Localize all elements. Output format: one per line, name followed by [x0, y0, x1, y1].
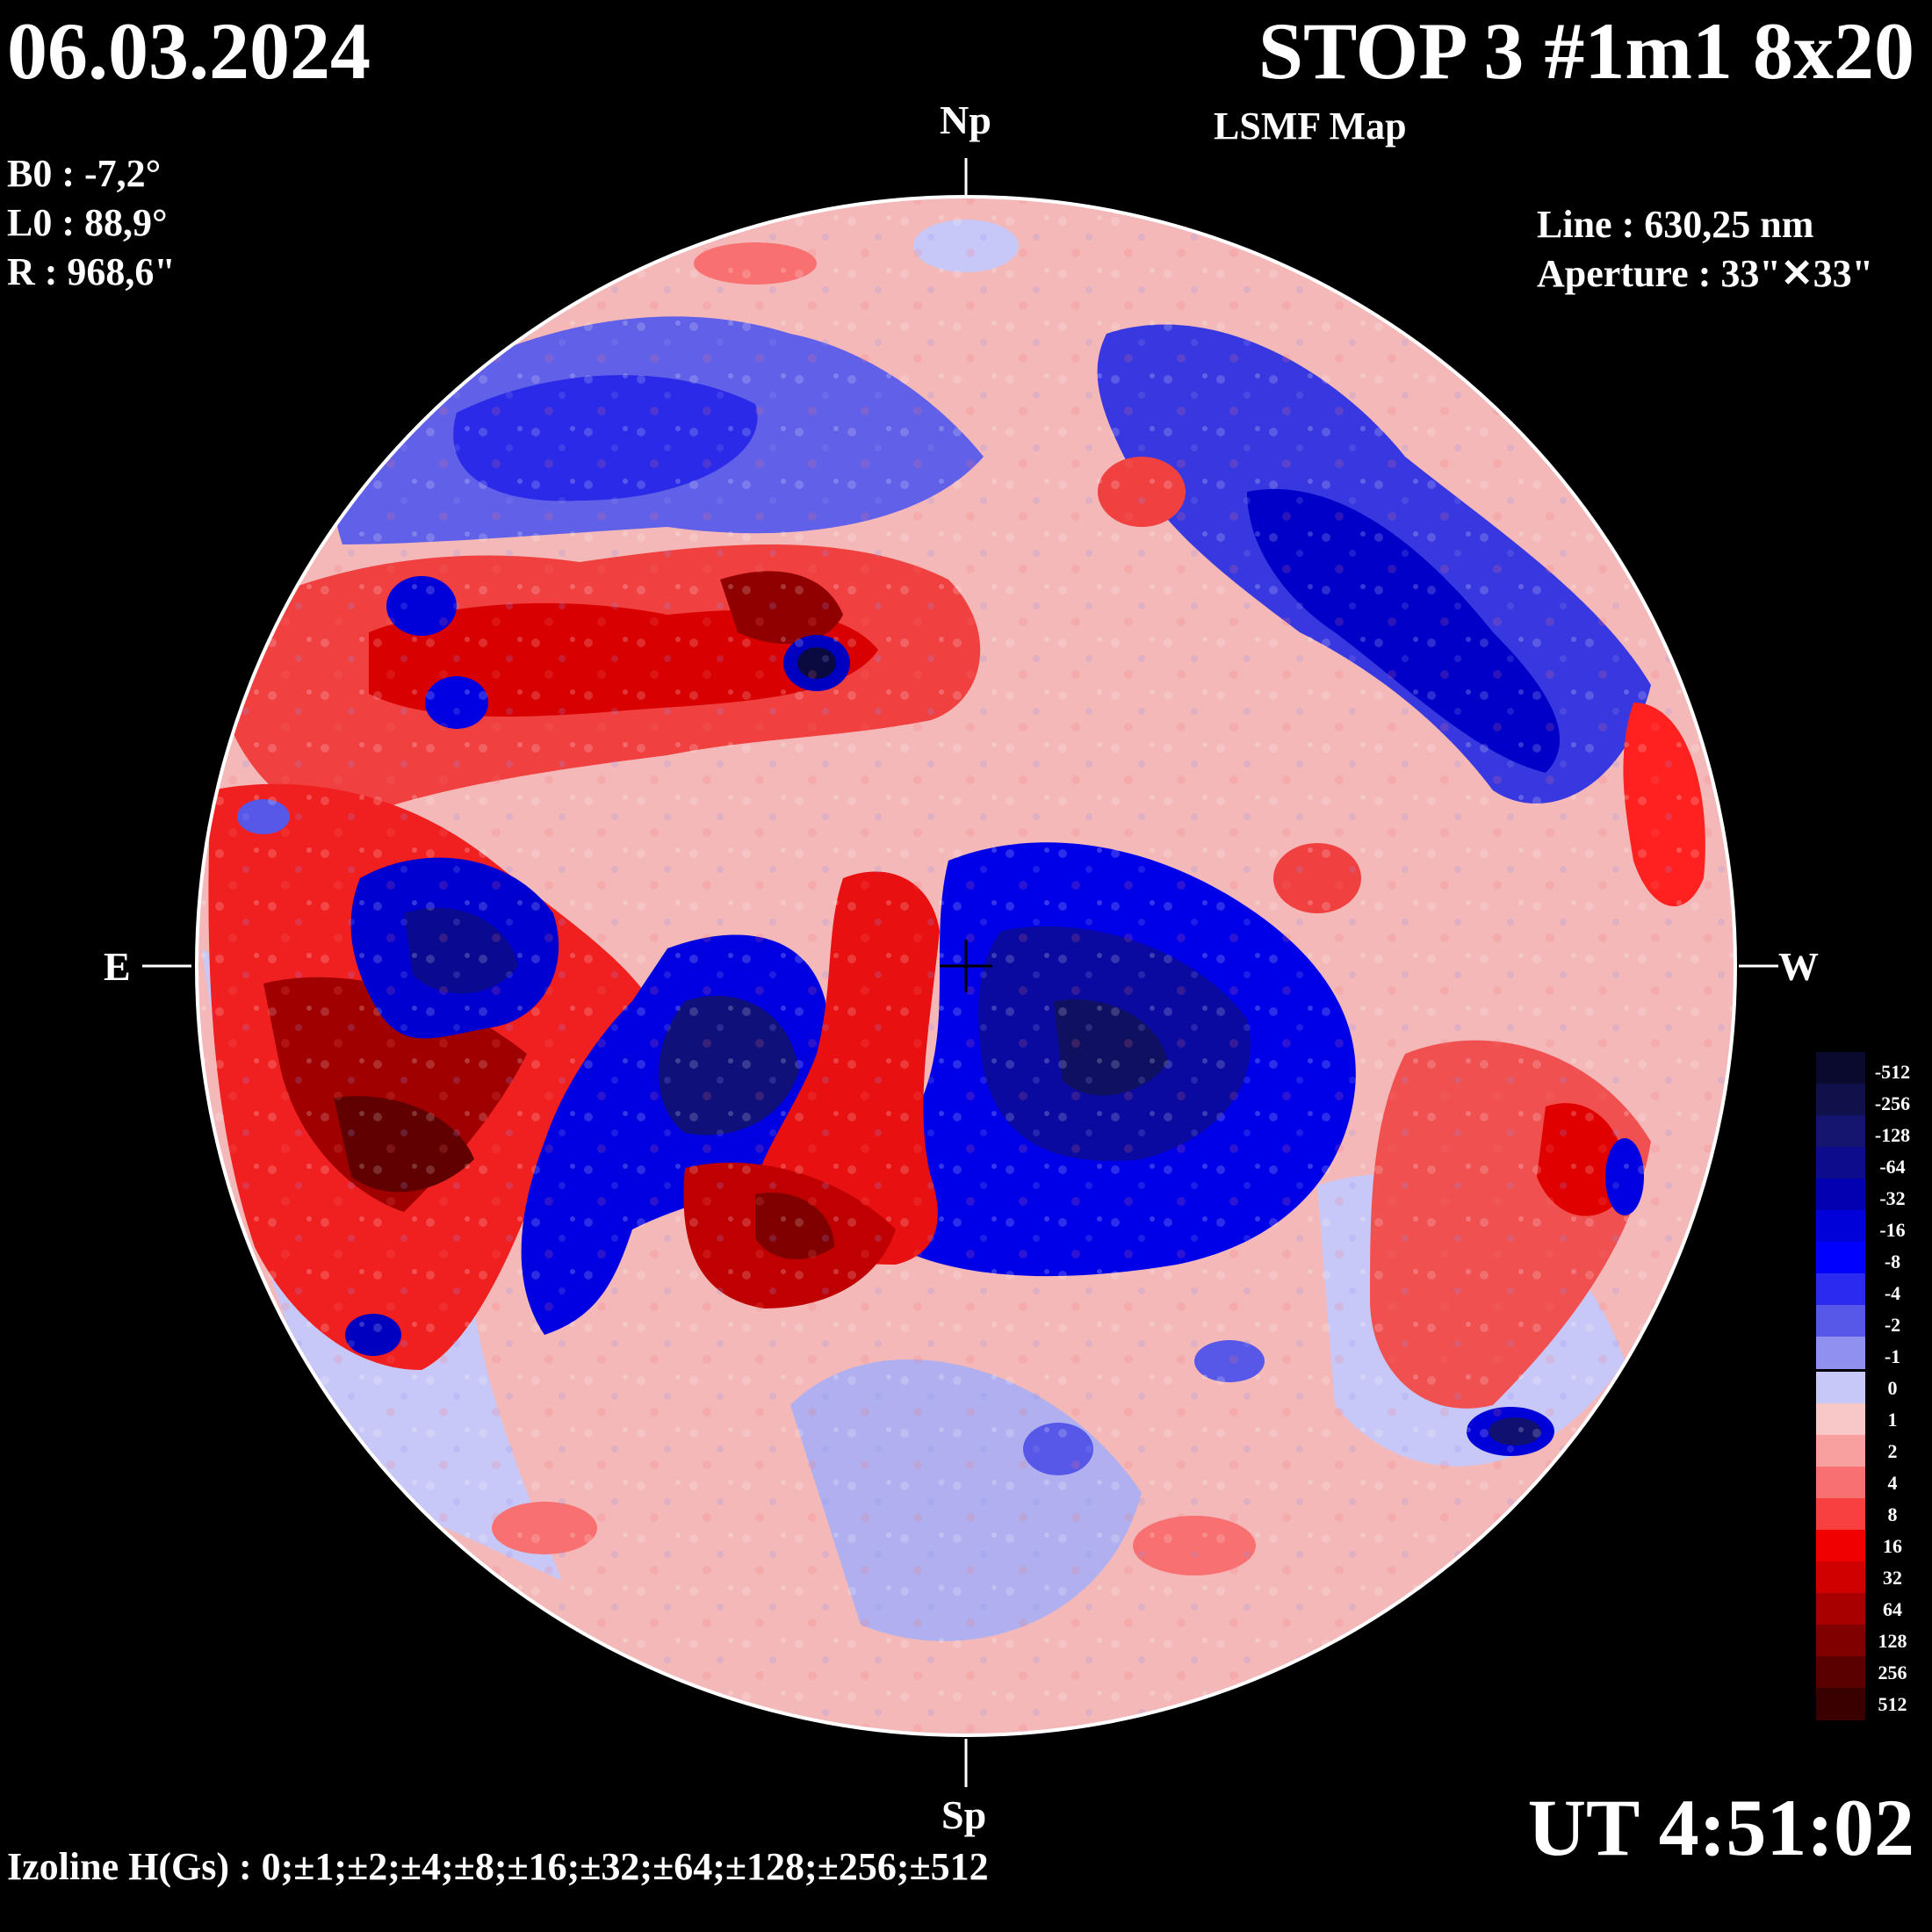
colorbar-cell	[1816, 1593, 1865, 1626]
direction-west-label: W	[1778, 944, 1819, 989]
colorbar-tick-label: 2	[1887, 1440, 1898, 1462]
colorbar-cell	[1816, 1084, 1865, 1116]
disk-limb	[195, 195, 1737, 1737]
map-title: STOP 3 #1m1 8x20	[1258, 6, 1914, 96]
colorbar-tick-label: 64	[1883, 1598, 1902, 1620]
colorbar-cell	[1816, 1688, 1865, 1720]
colorbar-cell	[1816, 1498, 1865, 1531]
colorbar-cell	[1816, 1179, 1865, 1211]
direction-east-label: E	[104, 944, 131, 989]
aperture-info: Aperture : 33"✕33"	[1537, 252, 1874, 295]
param-radius: R : 968,6"	[7, 250, 176, 293]
colorbar-tick-label: -16	[1879, 1219, 1906, 1241]
colorbar-tick-label: -512	[1874, 1061, 1911, 1083]
colorbar-cell	[1816, 1530, 1865, 1562]
colorbar-cell	[1816, 1467, 1865, 1499]
colorbar-cell	[1816, 1210, 1865, 1243]
param-b0: B0 : -7,2°	[7, 152, 162, 195]
colorbar-tick-label: -128	[1874, 1124, 1911, 1146]
colorbar-cell	[1816, 1115, 1865, 1148]
colorbar-tick-label: 4	[1887, 1472, 1898, 1494]
colorbar-legend	[1816, 1052, 1865, 1720]
colorbar-cell	[1816, 1147, 1865, 1179]
observation-date: 06.03.2024	[7, 6, 371, 96]
colorbar-cell	[1816, 1656, 1865, 1689]
colorbar-tick-label: 8	[1887, 1503, 1898, 1525]
colorbar-cell	[1816, 1372, 1865, 1404]
field-regions	[197, 197, 1735, 1735]
colorbar-tick-label: -1	[1884, 1345, 1901, 1367]
colorbar-cell	[1816, 1403, 1865, 1436]
map-subtitle: LSMF Map	[1214, 105, 1407, 148]
universal-time: UT 4:51:02	[1527, 1783, 1914, 1872]
izoline-levels: Izoline H(Gs) : 0;±1;±2;±4;±8;±16;±32;±6…	[7, 1845, 989, 1888]
colorbar-tick-label: -8	[1884, 1251, 1901, 1272]
colorbar-tick-label: 32	[1883, 1567, 1902, 1589]
colorbar-tick-label: 16	[1883, 1535, 1902, 1557]
colorbar-tick-label: 1	[1887, 1409, 1898, 1431]
spectral-line: Line : 630,25 nm	[1537, 203, 1814, 246]
colorbar-cell	[1816, 1337, 1865, 1369]
param-l0: L0 : 88,9°	[7, 201, 168, 244]
colorbar-tick-label: -2	[1884, 1314, 1901, 1336]
colorbar-cell	[1816, 1052, 1865, 1085]
colorbar-tick-label: -64	[1879, 1156, 1906, 1178]
colorbar-cell	[1816, 1305, 1865, 1337]
colorbar-tick-label: 0	[1887, 1377, 1898, 1399]
colorbar-tick-label: -4	[1884, 1282, 1901, 1304]
colorbar-tick-label: -256	[1874, 1092, 1911, 1114]
colorbar-cell	[1816, 1273, 1865, 1306]
colorbar-tick-label: -32	[1879, 1187, 1906, 1209]
direction-south-label: Sp	[941, 1792, 987, 1837]
colorbar-cell	[1816, 1561, 1865, 1594]
colorbar-tick-label: 128	[1878, 1630, 1907, 1652]
colorbar-cell	[1816, 1625, 1865, 1657]
colorbar-tick-label: 256	[1878, 1662, 1907, 1683]
colorbar-tick-label: 512	[1878, 1693, 1907, 1715]
colorbar-cell	[1816, 1435, 1865, 1467]
direction-north-label: Np	[940, 97, 991, 142]
colorbar-cell	[1816, 1242, 1865, 1274]
